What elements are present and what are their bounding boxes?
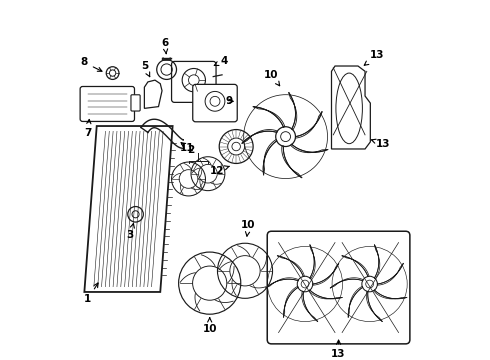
Text: 12: 12 (210, 166, 229, 176)
Text: 8: 8 (81, 58, 102, 71)
Text: 10: 10 (241, 220, 256, 236)
FancyBboxPatch shape (193, 84, 237, 122)
Text: 4: 4 (214, 56, 227, 66)
Text: 3: 3 (126, 224, 134, 240)
Text: 10: 10 (264, 70, 280, 86)
Text: 10: 10 (202, 318, 217, 334)
Text: 2: 2 (181, 143, 194, 155)
Text: 1: 1 (84, 283, 98, 304)
Text: 11: 11 (180, 143, 195, 153)
Text: 6: 6 (161, 38, 169, 54)
Text: 13: 13 (331, 340, 346, 359)
FancyBboxPatch shape (80, 86, 134, 121)
Text: 13: 13 (364, 50, 385, 65)
FancyBboxPatch shape (131, 95, 140, 111)
FancyBboxPatch shape (267, 231, 410, 344)
Text: 5: 5 (141, 61, 150, 77)
Text: 13: 13 (371, 139, 390, 149)
Text: 7: 7 (84, 120, 92, 138)
Text: 9: 9 (225, 96, 233, 106)
FancyBboxPatch shape (172, 62, 216, 102)
